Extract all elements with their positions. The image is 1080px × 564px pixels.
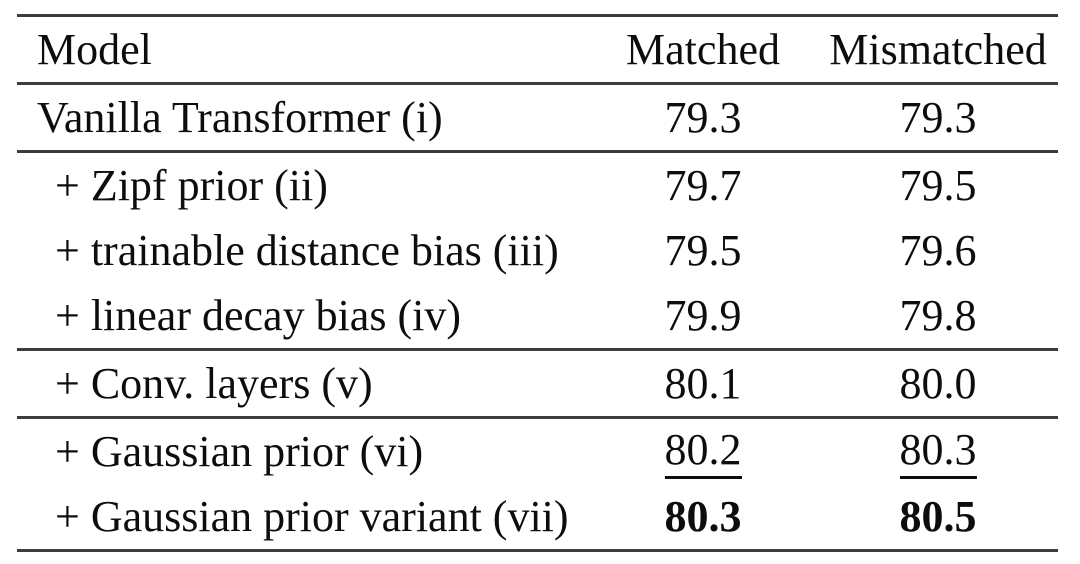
table-row-gaussian-prior: + Gaussian prior (vi) 80.2 80.3 [17, 419, 1058, 484]
mismatched-value: 79.6 [899, 226, 977, 275]
mismatched-value: 80.0 [899, 359, 977, 408]
table-row-linear-decay-bias: + linear decay bias (iv) 79.9 79.8 [17, 283, 1058, 348]
column-header-matched: Matched [626, 25, 780, 74]
results-table: Model Matched Mismatched Vanilla Transfo… [17, 14, 1058, 552]
header-row: Model Matched Mismatched [17, 17, 1058, 82]
matched-value: 79.9 [664, 291, 742, 340]
matched-value: 80.1 [664, 359, 742, 408]
model-cell: + Gaussian prior (vi) [55, 427, 424, 476]
table-rule-group1 [17, 150, 1058, 153]
table-rule-group2 [17, 348, 1058, 351]
matched-value: 79.7 [664, 161, 742, 210]
mismatched-value: 79.8 [899, 291, 977, 340]
matched-value-underlined: 80.2 [664, 428, 742, 479]
mismatched-value-underlined: 80.3 [899, 428, 977, 479]
table-row-conv-layers: + Conv. layers (v) 80.1 80.0 [17, 351, 1058, 416]
column-header-mismatched: Mismatched [829, 25, 1047, 74]
matched-value: 79.3 [664, 93, 742, 142]
model-cell: + Zipf prior (ii) [55, 161, 328, 210]
matched-value: 79.5 [664, 226, 742, 275]
mismatched-value: 79.3 [899, 93, 977, 142]
model-cell: + trainable distance bias (iii) [55, 226, 559, 275]
table-row-trainable-distance-bias: + trainable distance bias (iii) 79.5 79.… [17, 218, 1058, 283]
model-cell: + linear decay bias (iv) [55, 291, 461, 340]
model-cell: Vanilla Transformer (i) [37, 93, 443, 142]
model-cell: + Conv. layers (v) [55, 359, 373, 408]
table-row-vanilla-transformer: Vanilla Transformer (i) 79.3 79.3 [17, 85, 1058, 150]
matched-value-bold: 80.3 [664, 492, 742, 541]
column-header-model: Model [37, 25, 152, 74]
table-rule-top [17, 14, 1058, 17]
mismatched-value: 79.5 [899, 161, 977, 210]
model-cell: + Gaussian prior variant (vii) [55, 492, 569, 541]
table-row-gaussian-prior-variant: + Gaussian prior variant (vii) 80.3 80.5 [17, 484, 1058, 549]
table-rule-bottom [17, 549, 1058, 552]
table-row-zipf-prior: + Zipf prior (ii) 79.7 79.5 [17, 153, 1058, 218]
mismatched-value-bold: 80.5 [899, 492, 977, 541]
table-rule-group3 [17, 416, 1058, 419]
table-rule-header [17, 82, 1058, 85]
